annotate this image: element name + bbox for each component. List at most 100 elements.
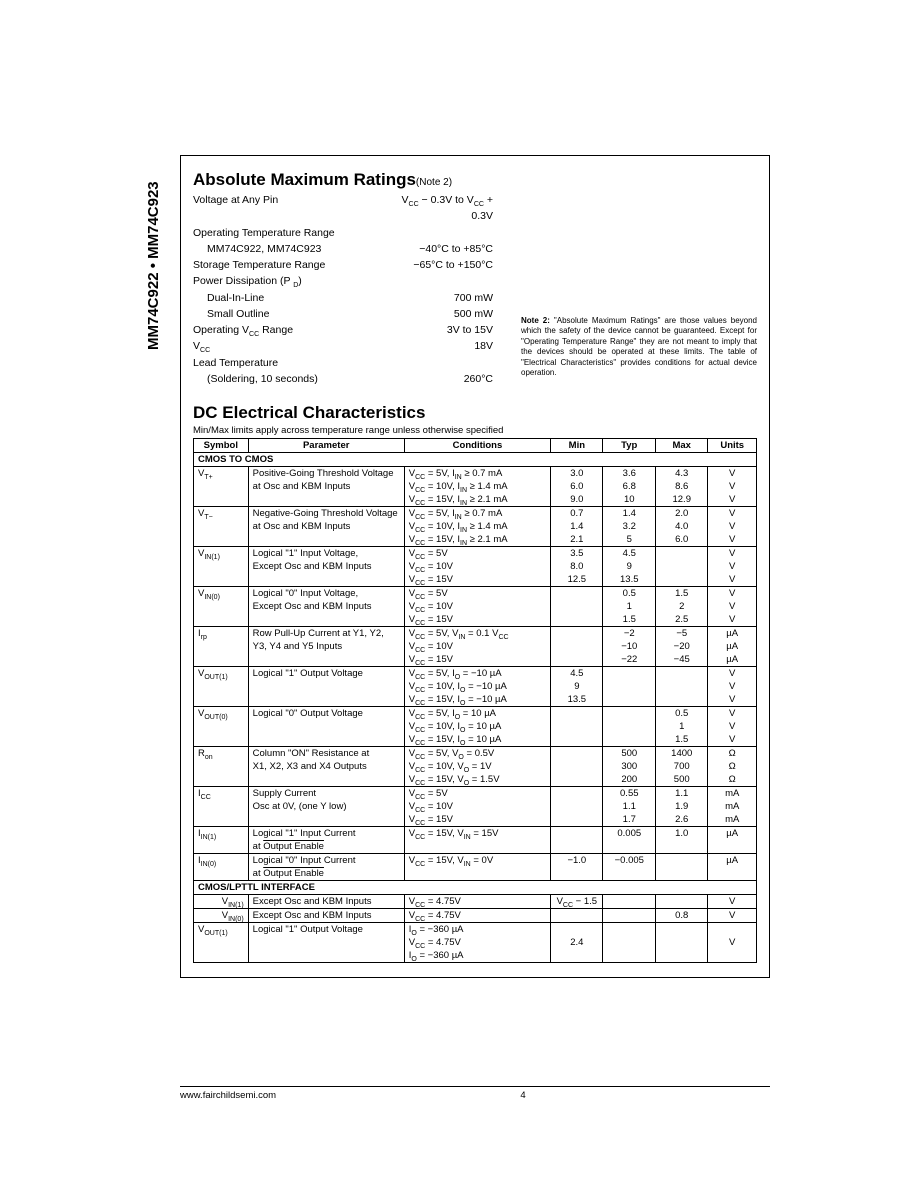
cell-max: 8.6 [656,480,708,493]
cell-symbol [194,653,249,667]
table-row: VOUT(0)Logical "0" Output VoltageVCC = 5… [194,707,757,721]
amr-label: Power Dissipation (P D) [193,273,381,289]
cell-units: µA [708,640,757,653]
cell-units: µA [708,854,757,868]
amr-row: Operating VCC Range3V to 15V [193,322,493,338]
cell-typ [603,923,656,937]
cell-min [551,600,603,613]
cell-max: 700 [656,760,708,773]
cell-parameter: Logical "1" Input Current [248,827,404,841]
cell-symbol [194,533,249,547]
cell-parameter: at Osc and KBM Inputs [248,520,404,533]
table-row: VCC = 15V, IIN ≥ 2.1 mA9.01012.9V [194,493,757,507]
cell-max: 6.0 [656,533,708,547]
cell-units: V [708,667,757,681]
amr-rows: Voltage at Any PinVCC − 0.3V to VCC + 0.… [193,192,493,387]
table-row: Osc at 0V, (one Y low)VCC = 10V1.11.9mA [194,800,757,813]
table-row: at Output Enable [194,840,757,854]
cell-conditions: VCC = 5V [404,547,550,561]
cell-max: 1.9 [656,800,708,813]
cell-conditions: IO = −360 µA [404,949,550,963]
table-row: Except Osc and KBM InputsVCC = 10V8.09V [194,560,757,573]
table-header-cell: Max [656,439,708,453]
cell-conditions: VCC = 5V, IO = −10 µA [404,667,550,681]
cell-units: V [708,587,757,601]
cell-parameter [248,533,404,547]
cell-units: Ω [708,773,757,787]
cell-max [656,936,708,949]
cell-symbol: VOUT(1) [194,667,249,681]
table-section-title: CMOS/LPTTL INTERFACE [194,881,757,895]
cell-parameter: Supply Current [248,787,404,801]
cell-symbol [194,949,249,963]
table-row: VOUT(1)Logical "1" Output VoltageIO = −3… [194,923,757,937]
cell-conditions: VCC = 5V, VO = 0.5V [404,747,550,761]
cell-units: V [708,909,757,923]
amr-label: VCC [193,338,381,354]
amr-row: (Soldering, 10 seconds)260°C [193,371,493,387]
cell-parameter [248,653,404,667]
cell-symbol: VIN(0) [194,909,249,923]
cell-min [551,720,603,733]
cell-max [656,573,708,587]
cell-min [551,627,603,641]
cell-parameter: Logical "1" Input Voltage, [248,547,404,561]
table-header-cell: Conditions [404,439,550,453]
cell-min [551,733,603,747]
cell-min [551,909,603,923]
cell-units [708,949,757,963]
cell-typ: 200 [603,773,656,787]
cell-typ: 13.5 [603,573,656,587]
cell-parameter: Osc at 0V, (one Y low) [248,800,404,813]
cell-max: 2 [656,600,708,613]
cell-conditions: VCC = 10V, IO = −10 µA [404,680,550,693]
table-row: X1, X2, X3 and X4 OutputsVCC = 10V, VO =… [194,760,757,773]
table-section-row: CMOS TO CMOS [194,453,757,467]
cell-parameter [248,573,404,587]
table-row: at Osc and KBM InputsVCC = 10V, IIN ≥ 1.… [194,480,757,493]
amr-row: MM74C922, MM74C923−40°C to +85°C [193,241,493,257]
amr-label: MM74C922, MM74C923 [193,241,381,257]
cell-typ [603,936,656,949]
cell-parameter: at Output Enable [248,867,404,881]
amr-block: Voltage at Any PinVCC − 0.3V to VCC + 0.… [193,192,757,387]
table-row: VCC = 15V, IO = 10 µA1.5V [194,733,757,747]
cell-parameter: Y3, Y4 and Y5 Inputs [248,640,404,653]
table-header-cell: Typ [603,439,656,453]
cell-units: mA [708,800,757,813]
cell-min [551,773,603,787]
cell-max: 500 [656,773,708,787]
cell-units: µA [708,653,757,667]
amr-label: Small Outline [193,306,381,322]
cell-symbol: VIN(1) [194,547,249,561]
cell-symbol [194,560,249,573]
cell-conditions: VCC = 10V [404,600,550,613]
amr-label: (Soldering, 10 seconds) [193,371,381,387]
footer-url: www.fairchildsemi.com [180,1090,503,1101]
cell-typ: −10 [603,640,656,653]
amr-value: 18V [381,338,493,354]
cell-parameter: Negative-Going Threshold Voltage [248,507,404,521]
cell-conditions: VCC = 15V, IO = 10 µA [404,733,550,747]
cell-max [656,693,708,707]
cell-min: −1.0 [551,854,603,868]
cell-typ: −0.005 [603,854,656,868]
cell-min [551,613,603,627]
cell-min: 12.5 [551,573,603,587]
cell-conditions: VCC = 15V [404,653,550,667]
amr-value: 3V to 15V [381,322,493,338]
cell-symbol [194,733,249,747]
cell-min: 2.4 [551,936,603,949]
cell-max: 1 [656,720,708,733]
cell-min: 6.0 [551,480,603,493]
cell-min [551,827,603,841]
cell-typ [603,680,656,693]
amr-value: 500 mW [381,306,493,322]
table-row: Except Osc and KBM InputsVCC = 10V12V [194,600,757,613]
cell-max [656,547,708,561]
cell-symbol: ICC [194,787,249,801]
cell-parameter: Logical "0" Input Current [248,854,404,868]
cell-conditions: VCC = 15V, IIN ≥ 2.1 mA [404,533,550,547]
cell-symbol: Irp [194,627,249,641]
cell-parameter [248,680,404,693]
